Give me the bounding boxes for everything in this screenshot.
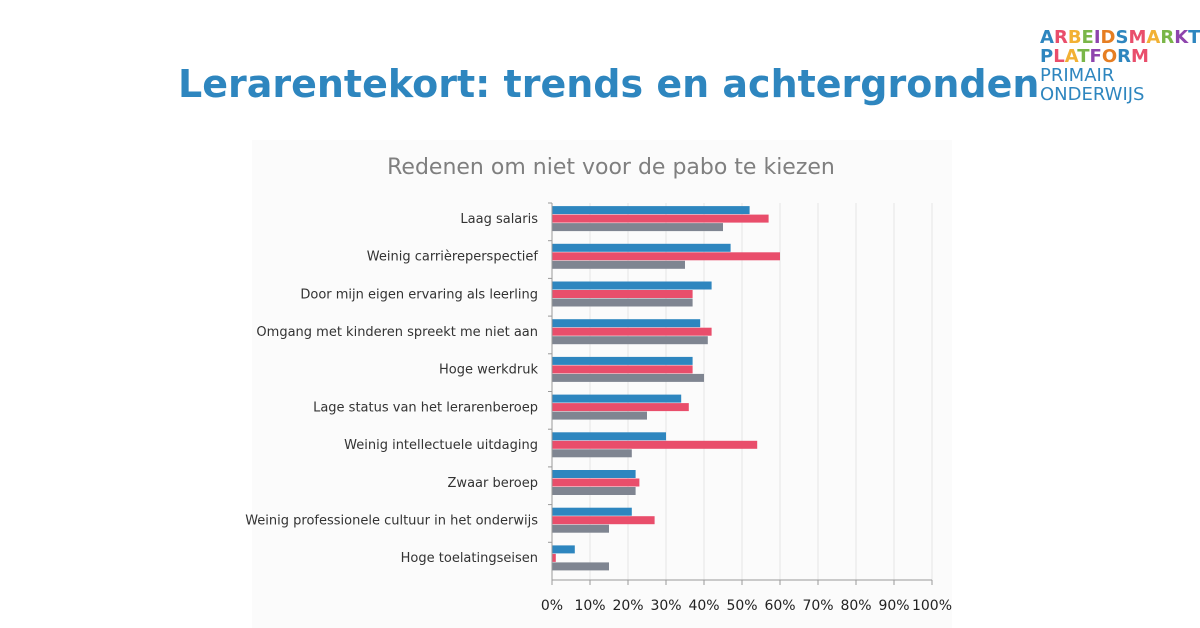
logo-letter: M: [1131, 46, 1149, 67]
bar: [552, 449, 632, 458]
logo-letter: O: [1101, 46, 1118, 67]
tick-label: 40%: [688, 598, 719, 614]
bar: [552, 206, 750, 215]
tick-label: 50%: [726, 598, 757, 614]
bar: [552, 562, 609, 571]
tick-label: 60%: [764, 598, 795, 614]
bar: [552, 281, 712, 290]
logo-letter: E: [1081, 27, 1094, 48]
bar: [552, 356, 693, 365]
bar: [552, 327, 712, 336]
tick-label: 10%: [574, 598, 605, 614]
bar: [552, 223, 723, 232]
logo-letter: A: [1146, 27, 1161, 48]
logo-letter: L: [1053, 46, 1065, 67]
bar: [552, 336, 708, 345]
bar: [552, 470, 636, 478]
bar: [552, 243, 731, 252]
grid-lines: [589, 203, 933, 580]
bar: [552, 516, 655, 525]
logo-letter: T: [1077, 46, 1090, 67]
chart-title: Redenen om niet voor de pabo te kiezen: [387, 155, 835, 180]
logo-letter: R: [1117, 46, 1131, 67]
category-label: Weinig carrièreperspectief: [367, 250, 539, 265]
category-label: Hoge toelatingseisen: [401, 551, 538, 566]
category-label: Laag salaris: [460, 212, 538, 227]
axes: [548, 202, 933, 585]
logo-letter: I: [1093, 27, 1101, 48]
logo-letter: S: [1115, 27, 1129, 48]
category-label: Hoge werkdruk: [439, 363, 538, 378]
bar: [552, 252, 780, 261]
logo-letter: B: [1067, 27, 1082, 48]
logo-letter: M: [1128, 27, 1147, 48]
category-label: Lage status van het lerarenberoep: [313, 400, 538, 415]
tick-label: 20%: [612, 598, 643, 614]
bar: [552, 411, 647, 420]
bar: [552, 290, 693, 298]
logo-letter: P: [1040, 46, 1054, 67]
bar: [552, 432, 666, 441]
logo-letter: R: [1160, 27, 1175, 48]
bar: [552, 440, 758, 449]
bar: [552, 394, 682, 403]
logo-letter: K: [1174, 27, 1189, 48]
bar: [552, 260, 685, 269]
bar: [552, 365, 693, 374]
tick-label: 100%: [912, 598, 952, 614]
logo-letter: A: [1040, 27, 1054, 48]
bar: [552, 487, 636, 495]
bar: [552, 524, 609, 533]
tick-label: 0%: [541, 598, 563, 614]
category-label: Weinig intellectuele uitdaging: [344, 438, 538, 453]
arbeidsmarktplatform-logo: ARBEIDSMARKT PLATFORM PRIMAIR ONDERWIJS: [1040, 28, 1200, 104]
logo-line-1: ARBEIDSMARKT: [1040, 28, 1200, 47]
tick-label: 30%: [650, 598, 681, 614]
tick-label: 90%: [878, 598, 909, 614]
logo-line-3: PRIMAIR: [1040, 65, 1115, 86]
bars: [552, 206, 780, 571]
tick-label: 70%: [802, 598, 833, 614]
tick-labels: 0% 10% 20% 30% 40% 50% 60% 70% 80% 90% 100%: [541, 598, 952, 614]
page-title: Lerarentekort: trends en achtergronden: [178, 62, 1040, 106]
bar: [552, 507, 632, 516]
bar: [552, 545, 575, 554]
bar: [552, 478, 640, 487]
logo-letter: D: [1100, 27, 1116, 48]
bar: [552, 214, 769, 223]
logo-line-4: ONDERWIJS: [1040, 84, 1145, 105]
tick-label: 80%: [840, 598, 871, 614]
logo-letter: T: [1188, 27, 1200, 48]
logo-letter: R: [1053, 27, 1068, 48]
logo-line-2: PLATFORM: [1040, 47, 1200, 66]
category-label: Omgang met kinderen spreekt me niet aan: [256, 325, 538, 340]
logo-letter: A: [1064, 46, 1078, 67]
bar: [552, 298, 693, 307]
bar: [552, 553, 556, 562]
category-label: Zwaar beroep: [448, 476, 538, 491]
logo-letter: F: [1089, 46, 1102, 67]
category-labels: Laag salaris Weinig carrièreperspectief Do…: [245, 212, 538, 566]
bar: [552, 319, 701, 328]
bar: [552, 403, 689, 412]
category-label: Weinig professionele cultuur in het onde…: [245, 513, 538, 528]
category-label: Door mijn eigen ervaring als leerling: [300, 287, 538, 302]
bar: [552, 373, 704, 382]
